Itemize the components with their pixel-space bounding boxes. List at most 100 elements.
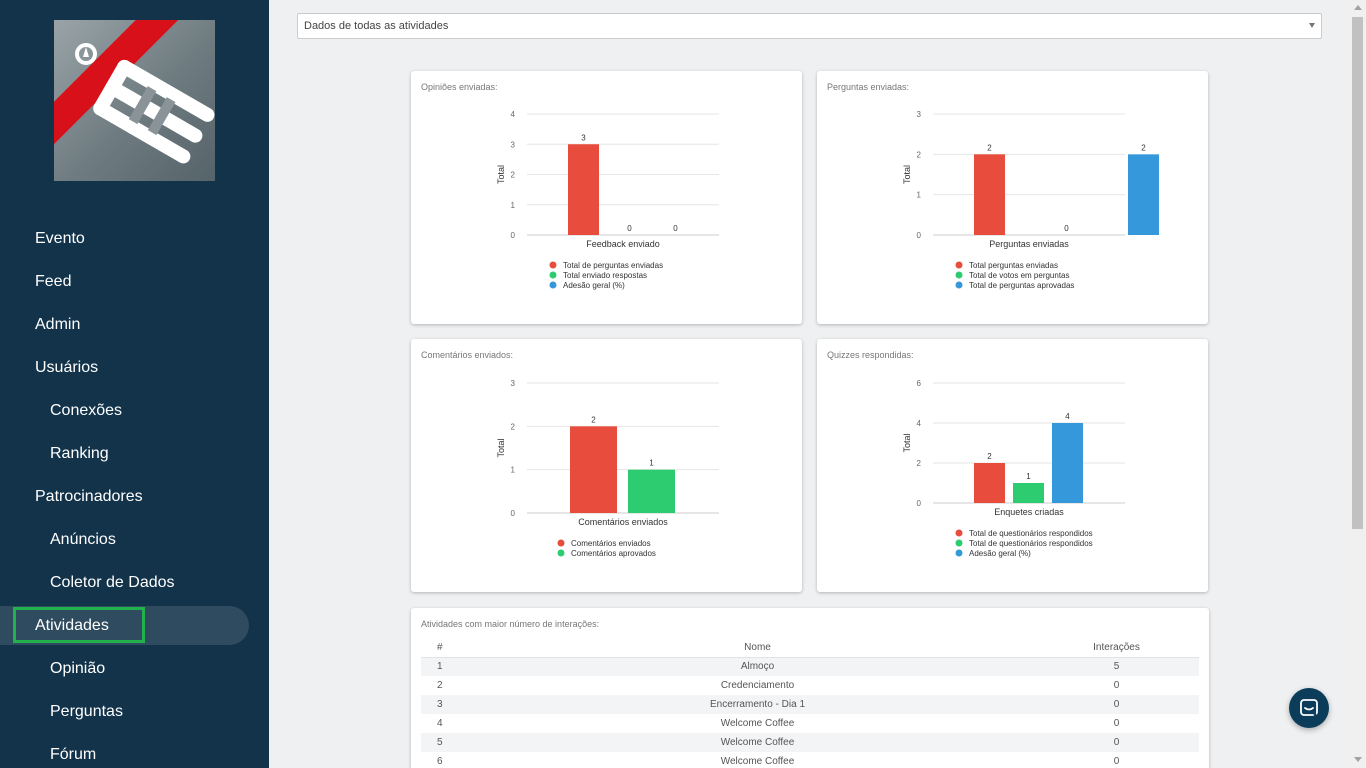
table-row[interactable]: 5 Welcome Coffee 0 (421, 733, 1199, 752)
sidebar-item-6[interactable]: Patrocinadores (0, 475, 269, 518)
sidebar-item-10[interactable]: Opinião (0, 647, 269, 690)
row-rank: 1 (421, 657, 481, 676)
sidebar-item-label: Fórum (50, 745, 97, 763)
main-content: Dados de todas as atividades Opiniões en… (269, 0, 1350, 768)
bar-value-label: 0 (1064, 224, 1069, 233)
event-logo (54, 20, 215, 181)
legend-entry[interactable]: Adesão geral (%) (969, 549, 1031, 558)
sidebar: Evento Feed Admin Usuários Conexões Ranking Pa… (0, 0, 269, 768)
active-item-highlight (13, 607, 145, 643)
legend-entry[interactable]: Adesão geral (%) (563, 281, 625, 290)
legend-swatch (955, 539, 963, 547)
legend-entry[interactable]: Total de questionários respondidos (969, 529, 1093, 538)
bar[interactable] (568, 144, 599, 235)
table-header-row: # Nome Interações (421, 638, 1199, 658)
legend-entry[interactable]: Total de perguntas enviadas (563, 261, 663, 270)
y-tick-label: 0 (511, 509, 516, 518)
sidebar-item-1[interactable]: Feed (0, 260, 269, 303)
sidebar-item-2[interactable]: Admin (0, 303, 269, 346)
sidebar-item-4[interactable]: Conexões (0, 389, 269, 432)
bar-value-label: 2 (987, 143, 992, 152)
legend-entry[interactable]: Total de votos em perguntas (969, 271, 1070, 280)
table-row[interactable]: 6 Welcome Coffee 0 (421, 752, 1199, 768)
table-row[interactable]: 4 Welcome Coffee 0 (421, 714, 1199, 733)
sidebar-item-label: Opinião (50, 659, 106, 677)
sidebar-item-11[interactable]: Perguntas (0, 690, 269, 733)
legend-entry[interactable]: Comentários enviados (571, 539, 651, 548)
sidebar-item-label: Usuários (35, 358, 99, 376)
y-tick-label: 3 (511, 140, 516, 149)
chart-card-comentarios: Comentários enviados: 0 1 2 3 Total 2 1 Comentá… (411, 339, 802, 592)
sidebar-item-8[interactable]: Coletor de Dados (0, 561, 269, 604)
y-tick-label: 2 (511, 422, 516, 431)
activity-filter-select[interactable]: Dados de todas as atividades (297, 13, 1322, 39)
y-axis-label: Total (496, 438, 506, 457)
row-name: Welcome Coffee (720, 718, 795, 729)
chat-icon (1300, 699, 1318, 717)
sidebar-item-label: Ranking (50, 444, 109, 462)
row-name: Credenciamento (720, 680, 795, 691)
bar-value-label: 3 (581, 133, 586, 142)
bar[interactable] (1052, 423, 1083, 503)
legend-entry[interactable]: Total de questionários respondidos (969, 539, 1093, 548)
legend-entry[interactable]: Total enviado respostas (563, 271, 647, 280)
row-interactions: 0 (1113, 756, 1120, 767)
bar[interactable] (570, 426, 617, 513)
y-tick-label: 3 (511, 379, 516, 388)
row-name: Welcome Coffee (481, 733, 1034, 752)
sidebar-item-label: Anúncios (50, 530, 116, 548)
chat-launcher-button[interactable] (1289, 688, 1329, 728)
legend-entry[interactable]: Comentários aprovados (571, 549, 656, 558)
bar-value-label: 1 (649, 459, 654, 468)
row-interactions: 0 (1034, 733, 1199, 752)
scroll-up-icon[interactable] (1354, 5, 1362, 10)
sidebar-item-label: Atividades (35, 616, 109, 634)
bar-value-label: 4 (1065, 412, 1070, 421)
legend-entry[interactable]: Total perguntas enviadas (969, 261, 1058, 270)
page-scrollbar[interactable] (1350, 0, 1366, 768)
column-header-interactions: Interações (1034, 638, 1199, 658)
sidebar-item-9[interactable]: Atividades (0, 604, 269, 647)
bar[interactable] (974, 154, 1005, 235)
bar-chart: 0 2 4 6 Total 2 1 4 Enquetes criadas Total de que… (902, 379, 1125, 558)
scroll-down-icon[interactable] (1354, 757, 1362, 762)
y-tick-label: 1 (917, 191, 922, 200)
bar[interactable] (1013, 483, 1044, 503)
bar[interactable] (1128, 154, 1159, 235)
sidebar-item-0[interactable]: Evento (0, 217, 269, 260)
sidebar-item-label: Perguntas (50, 702, 123, 720)
bar[interactable] (628, 469, 675, 513)
top-activities-card: Atividades com maior número de interaçõe… (411, 608, 1209, 768)
row-name: Almoço (481, 657, 1034, 676)
sidebar-item-12[interactable]: Fórum (0, 733, 269, 768)
sidebar-item-label: Evento (35, 229, 85, 247)
y-tick-label: 0 (917, 499, 922, 508)
legend-swatch (549, 271, 557, 279)
y-tick-label: 1 (511, 201, 516, 210)
sidebar-item-label: Patrocinadores (35, 487, 143, 505)
table-row[interactable]: 1 Almoço 5 (421, 657, 1199, 676)
bar-value-label: 2 (1141, 143, 1146, 152)
chart-card-title: Quizzes respondidas: (827, 350, 914, 360)
x-axis-label: Perguntas enviadas (989, 239, 1069, 249)
row-rank: 2 (437, 680, 443, 691)
scrollbar-thumb[interactable] (1352, 17, 1363, 529)
legend-swatch (955, 549, 963, 557)
sidebar-item-label: Feed (35, 272, 72, 290)
sidebar-item-3[interactable]: Usuários (0, 346, 269, 389)
table-title: Atividades com maior número de interaçõe… (421, 619, 600, 629)
bar-value-label: 1 (1026, 472, 1031, 481)
bar[interactable] (974, 463, 1005, 503)
legend-swatch (549, 261, 557, 269)
sidebar-item-7[interactable]: Anúncios (0, 518, 269, 561)
row-name: Welcome Coffee (720, 756, 795, 767)
bar-value-label: 0 (627, 224, 632, 233)
chart-card-quizzes: Quizzes respondidas: 0 2 4 6 Total 2 1 4 Enquete… (817, 339, 1208, 592)
y-axis-label: Total (902, 433, 912, 452)
legend-entry[interactable]: Total de perguntas aprovadas (969, 281, 1074, 290)
table-row[interactable]: 2 Credenciamento 0 (421, 676, 1199, 695)
chart-card-title: Comentários enviados: (421, 350, 514, 360)
sidebar-item-5[interactable]: Ranking (0, 432, 269, 475)
y-tick-label: 3 (917, 110, 922, 119)
